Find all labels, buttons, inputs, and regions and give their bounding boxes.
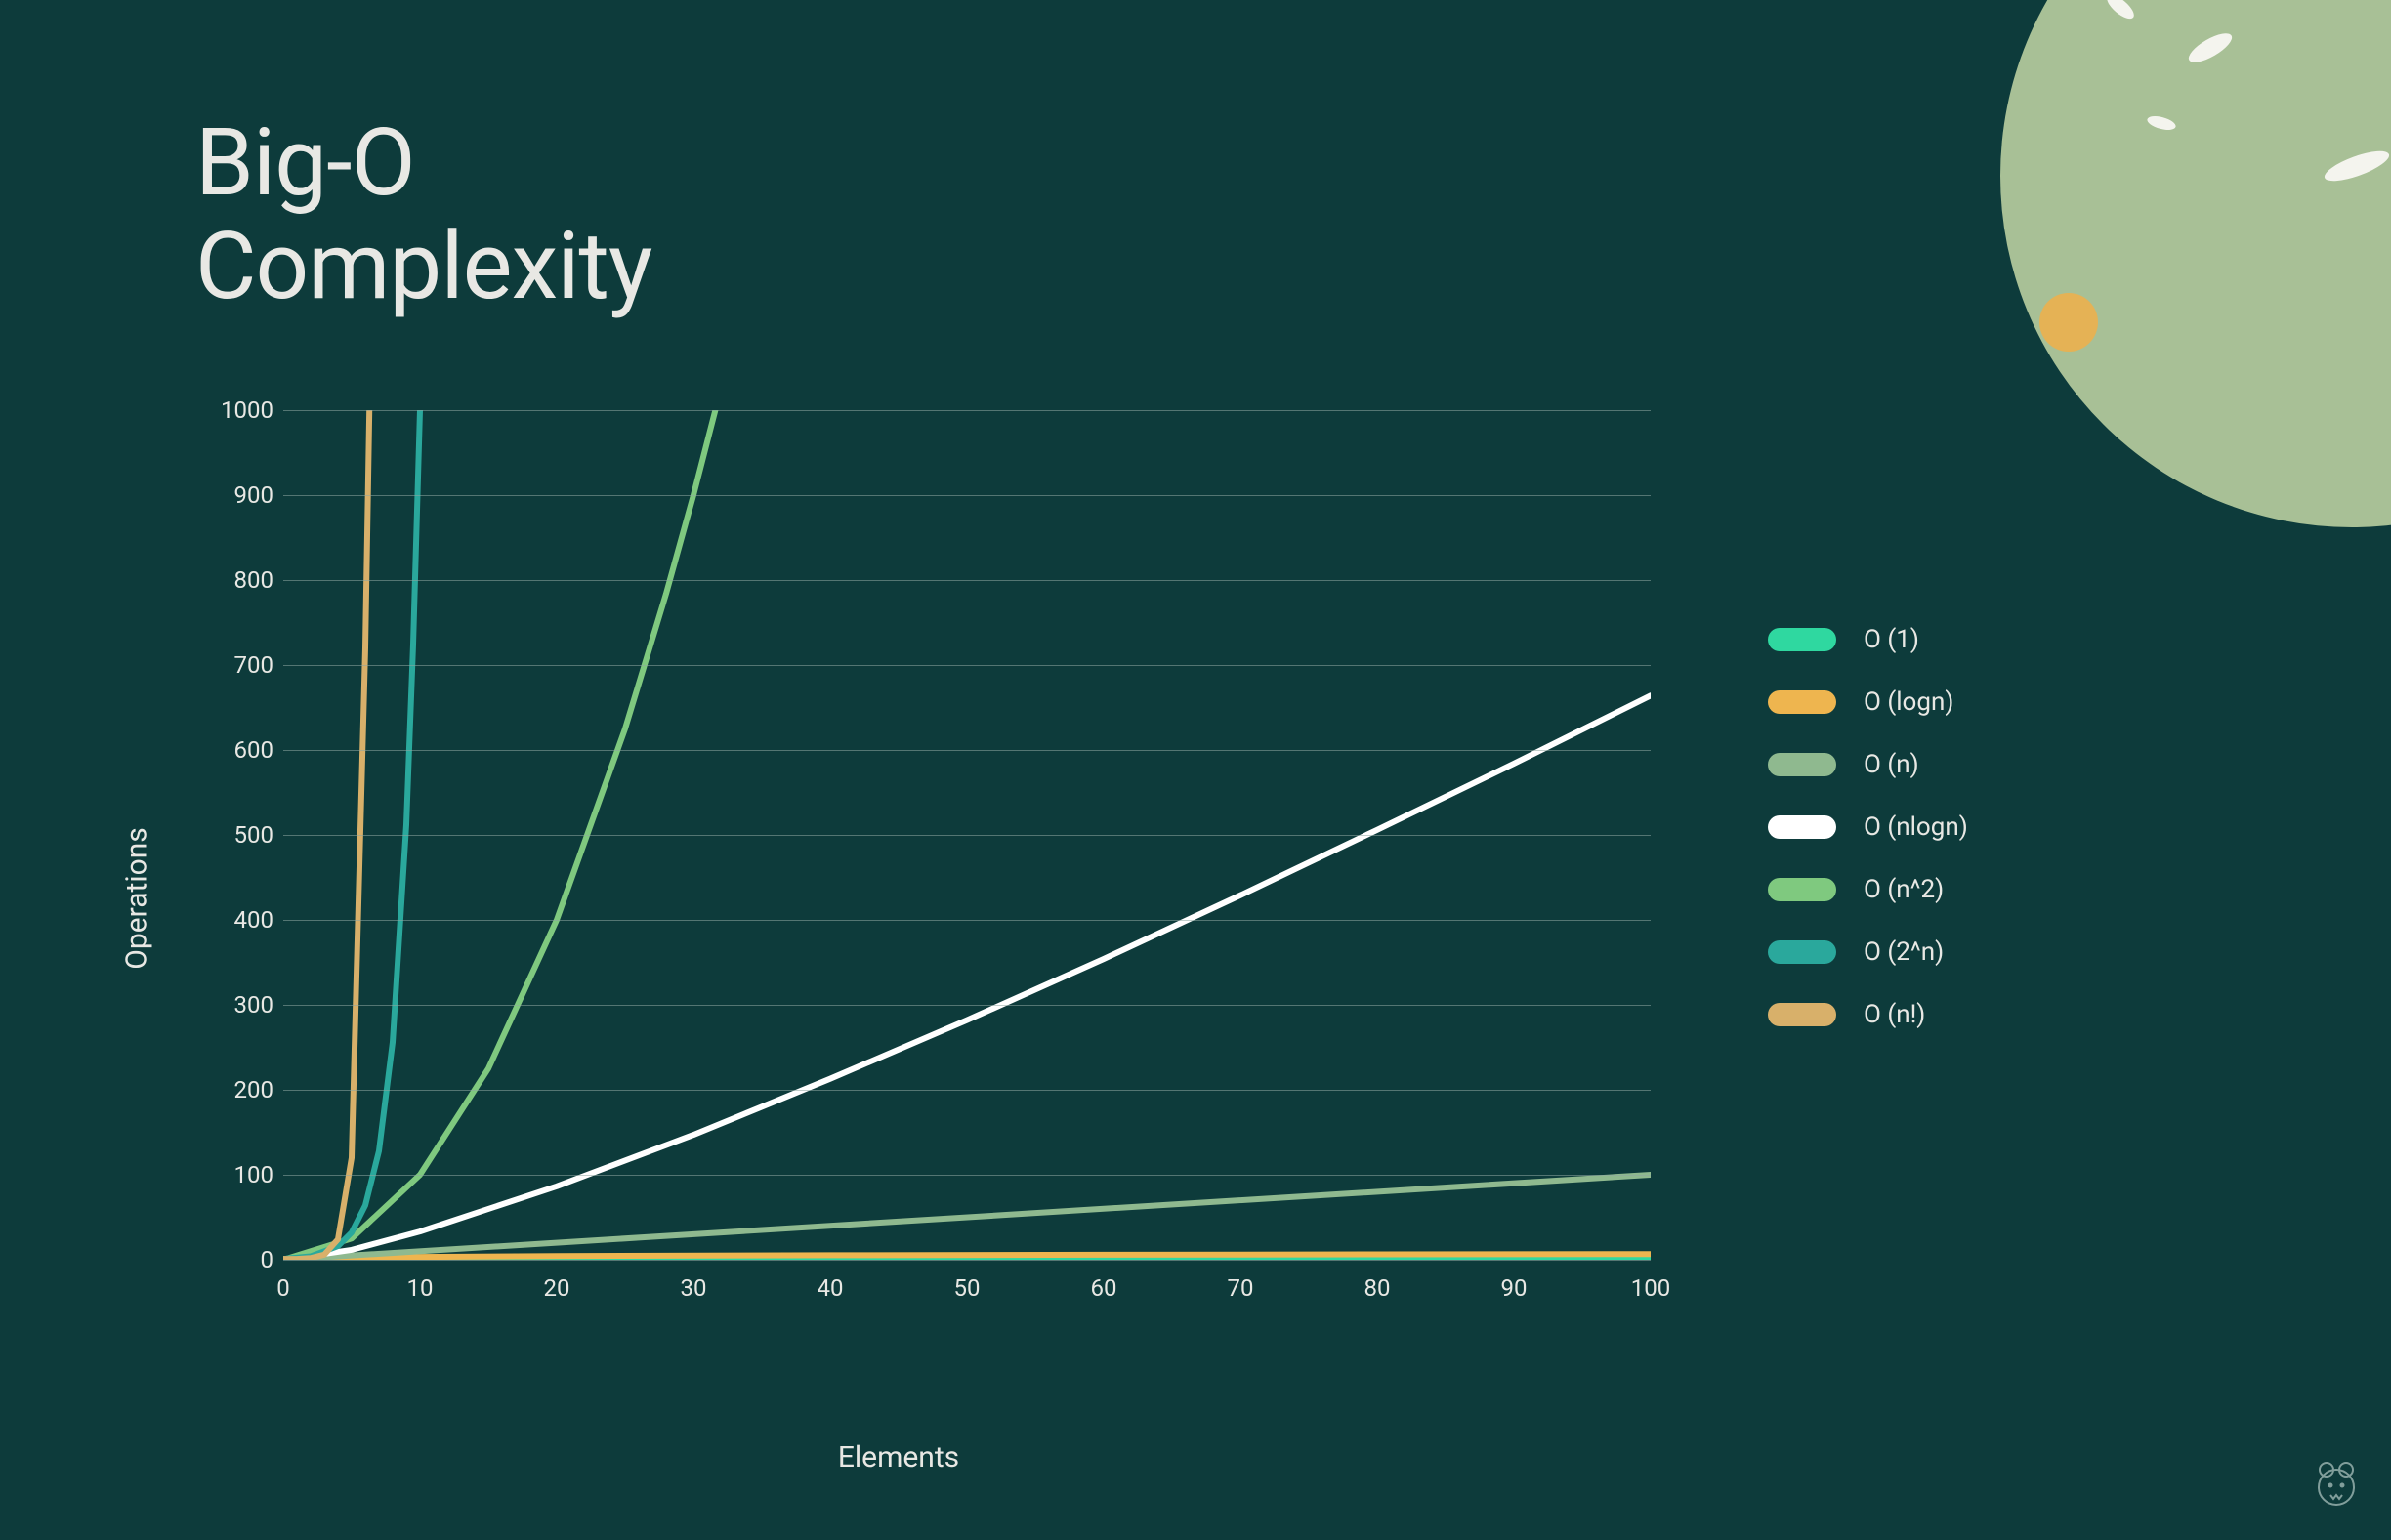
legend-item-o1: O (1): [1768, 625, 1968, 654]
x-tick-label: 60: [1091, 1274, 1117, 1302]
x-tick-label: 70: [1228, 1274, 1254, 1302]
y-tick-label: 300: [195, 991, 273, 1019]
gridline: [283, 580, 1651, 581]
x-tick-label: 100: [1631, 1274, 1670, 1302]
deco-fleck: [2322, 146, 2391, 187]
legend-label: O (logn): [1864, 687, 1953, 717]
logo-icon: [2309, 1458, 2364, 1517]
legend-swatch: [1768, 815, 1836, 839]
gridline: [283, 665, 1651, 666]
y-tick-label: 500: [195, 821, 273, 849]
legend: O (1) O (logn) O (n) O (nlogn) O (n^2) O (2^n…: [1768, 625, 1968, 1029]
y-tick-label: 0: [195, 1246, 273, 1273]
legend-label: O (nlogn): [1864, 812, 1968, 842]
deco-dot: [2039, 293, 2098, 352]
x-tick-label: 40: [818, 1274, 844, 1302]
series-onfact: [283, 391, 369, 1259]
x-tick-label: 0: [276, 1274, 290, 1302]
legend-swatch: [1768, 753, 1836, 776]
y-axis-label: Operations: [120, 827, 154, 970]
x-axis-label: Elements: [838, 1440, 959, 1475]
x-tick-label: 20: [544, 1274, 570, 1302]
legend-swatch: [1768, 1003, 1836, 1026]
page: Big-O Complexity Operations 010020030040…: [0, 0, 2391, 1540]
gridline: [283, 495, 1651, 496]
x-tick-label: 10: [407, 1274, 434, 1302]
y-tick-label: 200: [195, 1076, 273, 1103]
legend-item-on2: O (n^2): [1768, 875, 1968, 904]
legend-label: O (1): [1864, 625, 1919, 654]
y-tick-label: 1000: [195, 396, 273, 424]
x-tick-label: 80: [1364, 1274, 1391, 1302]
deco-splash: [2039, 0, 2391, 371]
deco-fleck: [2185, 28, 2236, 68]
gridline: [283, 1005, 1651, 1006]
legend-item-on: O (n): [1768, 750, 1968, 779]
legend-swatch: [1768, 878, 1836, 901]
legend-item-ologn: O (logn): [1768, 687, 1968, 717]
gridline: [283, 1090, 1651, 1091]
legend-swatch: [1768, 628, 1836, 651]
legend-swatch: [1768, 940, 1836, 964]
y-tick-label: 800: [195, 566, 273, 594]
gridline: [283, 1175, 1651, 1176]
corner-decoration: [1766, 0, 2391, 625]
legend-item-onlogn: O (nlogn): [1768, 812, 1968, 842]
gridline: [283, 750, 1651, 751]
legend-item-onfact: O (n!): [1768, 1000, 1968, 1029]
legend-swatch: [1768, 690, 1836, 714]
title-line-2: Complexity: [195, 212, 651, 321]
title-line-1: Big-O: [195, 108, 415, 218]
gridline: [283, 1260, 1651, 1261]
y-tick-label: 400: [195, 906, 273, 934]
chart: Operations 01002003004005006007008009001…: [137, 410, 1660, 1387]
chart-title: Big-O Complexity: [195, 112, 651, 318]
legend-label: O (n^2): [1864, 875, 1944, 904]
y-tick-label: 100: [195, 1161, 273, 1188]
series-on: [283, 1175, 1651, 1260]
series-on2: [283, 391, 715, 1260]
y-tick-label: 700: [195, 651, 273, 679]
x-tick-label: 50: [954, 1274, 981, 1302]
legend-label: O (2^n): [1864, 937, 1944, 967]
gridline: [283, 920, 1651, 921]
legend-item-o2n: O (2^n): [1768, 937, 1968, 967]
legend-label: O (n): [1864, 750, 1919, 779]
gridline: [283, 835, 1651, 836]
legend-label: O (n!): [1864, 1000, 1925, 1029]
y-tick-label: 900: [195, 481, 273, 509]
gridline: [283, 410, 1651, 411]
y-tick-label: 600: [195, 736, 273, 764]
x-tick-label: 30: [681, 1274, 707, 1302]
plot-area: 0100200300400500600700800900100001020304…: [283, 410, 1651, 1260]
x-tick-label: 90: [1501, 1274, 1528, 1302]
deco-fleck: [2103, 0, 2137, 22]
deco-fleck: [2146, 113, 2177, 132]
deco-blob: [2000, 0, 2391, 527]
